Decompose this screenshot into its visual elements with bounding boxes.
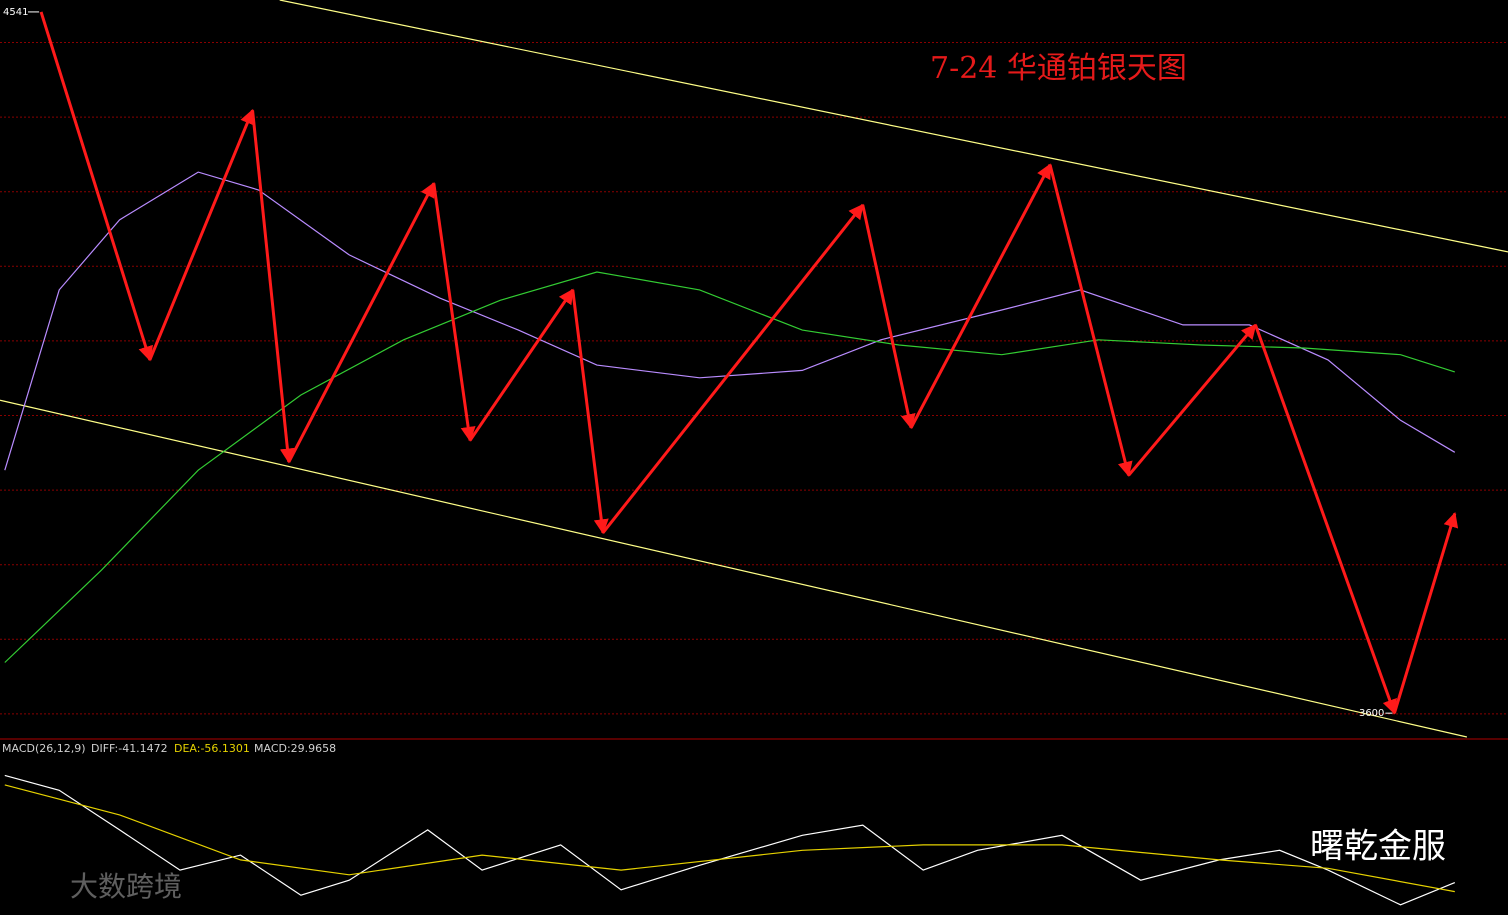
zigzag-segment	[1048, 164, 1133, 477]
price-annotation: 4541	[3, 7, 28, 18]
zigzag-segment	[287, 181, 436, 463]
chart-title: 7-24 华通铂银天图	[930, 51, 1187, 86]
series-line	[4, 171, 1456, 471]
series-line	[4, 774, 1456, 906]
macd-title: MACD(26,12,9)	[2, 742, 86, 755]
series-line	[0, 399, 1468, 738]
zigzag-segment	[1127, 323, 1257, 477]
series-line	[4, 271, 1455, 663]
zigzag-segment	[468, 288, 574, 442]
zigzag-segment	[909, 163, 1052, 429]
zigzag-segment	[432, 183, 476, 442]
macd-readout: DEA:-56.1301	[174, 742, 250, 755]
watermark: 曙乾金服	[1310, 827, 1446, 867]
price-annotation: 3600	[1359, 708, 1384, 719]
zigzag-segment	[251, 110, 295, 464]
watermark: 大数跨境	[70, 870, 182, 903]
macd-readout: MACD:29.9658	[254, 742, 336, 755]
zigzag-segment	[39, 11, 153, 362]
zigzag-segment	[571, 289, 609, 535]
series-line	[4, 784, 1455, 893]
macd-readout: DIFF:-41.1472	[91, 742, 168, 755]
zigzag-segment	[1392, 512, 1459, 714]
zigzag-segment	[861, 204, 916, 430]
zigzag-segment	[1254, 324, 1397, 715]
zigzag-segment	[148, 108, 255, 361]
series-line	[279, 0, 1508, 253]
zigzag-segment	[601, 203, 864, 534]
